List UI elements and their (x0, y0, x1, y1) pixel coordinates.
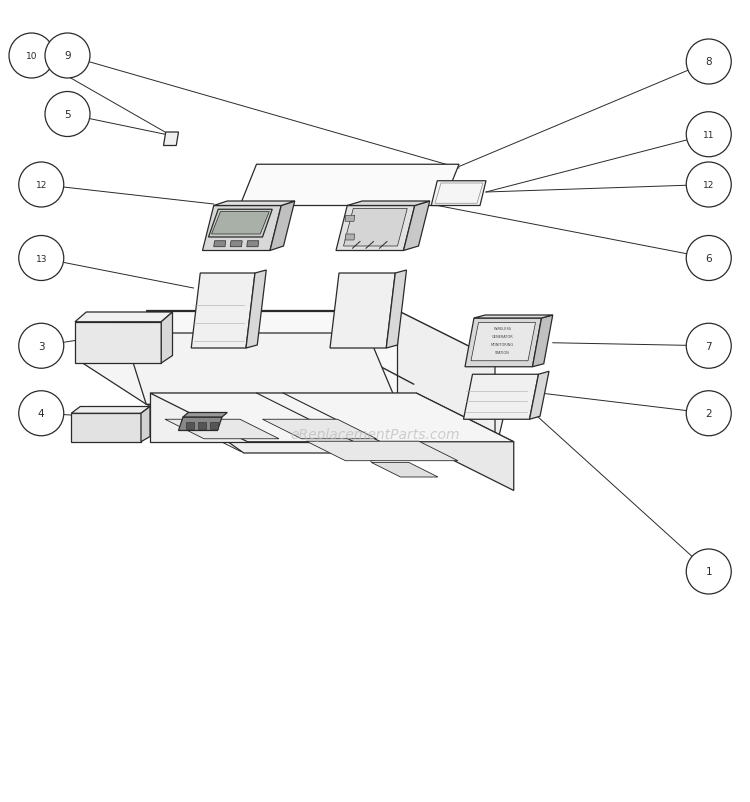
Polygon shape (344, 209, 407, 247)
Polygon shape (186, 422, 194, 429)
Polygon shape (191, 273, 255, 349)
Polygon shape (141, 407, 150, 442)
Polygon shape (178, 418, 222, 431)
Polygon shape (240, 165, 459, 206)
Polygon shape (146, 311, 495, 360)
Polygon shape (154, 383, 495, 453)
Polygon shape (214, 202, 295, 206)
Polygon shape (431, 181, 486, 206)
Text: 1: 1 (706, 567, 712, 577)
Circle shape (19, 391, 64, 436)
Text: STATION: STATION (495, 351, 510, 355)
Polygon shape (262, 419, 376, 439)
Polygon shape (345, 216, 355, 222)
Polygon shape (416, 394, 514, 491)
Polygon shape (150, 394, 514, 442)
Text: WIRELESS: WIRELESS (494, 326, 512, 330)
Polygon shape (347, 202, 430, 206)
Polygon shape (404, 202, 430, 251)
Text: 3: 3 (38, 342, 44, 351)
Circle shape (686, 112, 731, 157)
Text: 11: 11 (703, 131, 715, 140)
Text: 12: 12 (703, 180, 715, 190)
Polygon shape (336, 206, 415, 251)
Polygon shape (211, 213, 269, 235)
Text: 2: 2 (706, 409, 712, 419)
Polygon shape (371, 463, 438, 477)
Polygon shape (210, 422, 218, 429)
Circle shape (9, 34, 54, 79)
Text: 6: 6 (706, 253, 712, 264)
Polygon shape (183, 413, 227, 418)
Text: 13: 13 (35, 254, 47, 263)
Polygon shape (270, 202, 295, 251)
Polygon shape (164, 133, 178, 146)
Polygon shape (398, 311, 495, 453)
Polygon shape (202, 206, 281, 251)
Text: GENERATOR: GENERATOR (492, 334, 513, 338)
Circle shape (19, 237, 64, 282)
Polygon shape (71, 414, 141, 442)
Polygon shape (146, 311, 398, 405)
Text: 10: 10 (26, 52, 38, 61)
Circle shape (686, 324, 731, 369)
Circle shape (19, 324, 64, 369)
Polygon shape (382, 338, 510, 453)
Polygon shape (75, 322, 161, 363)
Circle shape (686, 163, 731, 208)
Text: 8: 8 (706, 58, 712, 67)
Polygon shape (161, 313, 172, 363)
Polygon shape (530, 372, 549, 419)
Circle shape (686, 391, 731, 436)
Polygon shape (330, 273, 395, 349)
Polygon shape (75, 313, 172, 322)
Polygon shape (532, 316, 553, 367)
Polygon shape (474, 316, 553, 318)
Polygon shape (124, 334, 398, 405)
Text: 5: 5 (64, 110, 70, 119)
Polygon shape (71, 407, 150, 414)
Circle shape (686, 40, 731, 85)
Circle shape (19, 163, 64, 208)
Polygon shape (150, 394, 416, 442)
Text: 4: 4 (38, 409, 44, 419)
Circle shape (686, 237, 731, 282)
Circle shape (45, 34, 90, 79)
Text: 7: 7 (706, 342, 712, 351)
Text: 12: 12 (35, 180, 47, 190)
Polygon shape (214, 241, 226, 248)
Polygon shape (165, 419, 279, 439)
Polygon shape (209, 210, 272, 237)
Polygon shape (246, 270, 266, 349)
Text: MONITORING: MONITORING (491, 342, 514, 346)
Circle shape (45, 92, 90, 137)
Text: eReplacementParts.com: eReplacementParts.com (290, 427, 460, 442)
Polygon shape (230, 241, 242, 248)
Text: 9: 9 (64, 51, 70, 62)
Polygon shape (247, 241, 259, 248)
Polygon shape (82, 315, 206, 405)
Polygon shape (198, 422, 206, 429)
Polygon shape (386, 270, 406, 349)
Circle shape (686, 549, 731, 594)
Polygon shape (306, 442, 458, 461)
Polygon shape (471, 323, 536, 361)
Polygon shape (464, 375, 538, 419)
Polygon shape (465, 318, 542, 367)
Polygon shape (345, 235, 355, 241)
